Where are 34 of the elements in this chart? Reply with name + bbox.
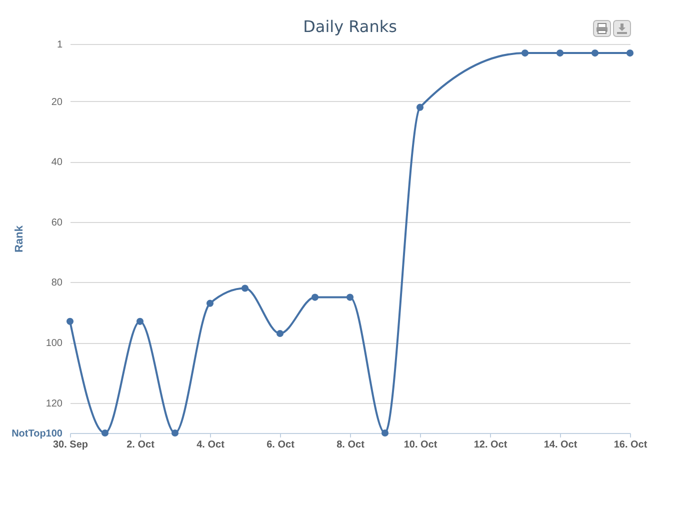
chart-title: Daily Ranks	[303, 17, 397, 36]
point	[591, 50, 599, 57]
point	[101, 429, 109, 437]
y-axis-title: Rank	[14, 224, 26, 252]
y-tick-label: 120	[46, 398, 63, 410]
point	[381, 429, 389, 437]
y-tick-label: 60	[51, 217, 63, 228]
point	[521, 50, 529, 57]
x-tick-label: 6. Oct	[266, 440, 296, 450]
y-tick-label: 1	[56, 40, 63, 50]
point	[346, 294, 354, 301]
y-tick-label: 40	[51, 157, 63, 168]
x-tick-label: 12. Oct	[474, 440, 508, 450]
x-tick-label: 10. Oct	[404, 440, 438, 450]
y-tick-label: NotTop100	[12, 428, 63, 440]
point	[311, 294, 319, 301]
x-tick-label: 16. Oct	[614, 440, 648, 450]
point	[171, 429, 179, 437]
point	[626, 50, 634, 57]
point	[66, 318, 74, 325]
point	[556, 50, 564, 57]
y-tick-label: 80	[51, 278, 63, 289]
point	[136, 318, 144, 325]
y-tick-label: 20	[51, 96, 63, 108]
y-tick-label: 100	[46, 338, 63, 350]
x-tick-label: 8. Oct	[336, 440, 366, 450]
point	[276, 330, 284, 338]
x-tick-label: 30. Sep	[52, 440, 88, 450]
x-tick-label: 14. Oct	[544, 440, 578, 450]
point	[416, 104, 424, 111]
point	[206, 300, 214, 307]
x-tick-label: 2. Oct	[126, 440, 156, 450]
point	[241, 284, 249, 292]
x-tick-label: 4. Oct	[196, 440, 226, 450]
